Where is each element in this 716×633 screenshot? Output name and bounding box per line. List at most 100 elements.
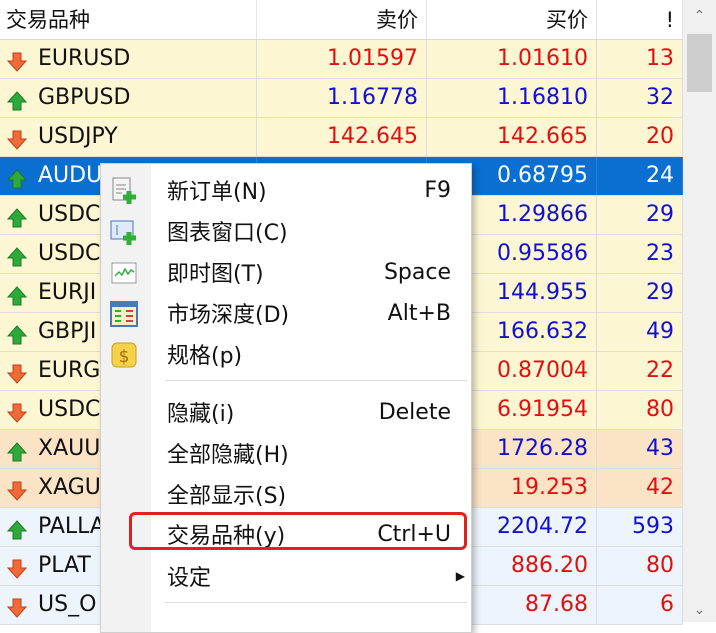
menu-item-label: 图表窗口(C) xyxy=(167,221,288,246)
ask-value: 1.29866 xyxy=(427,196,597,234)
menu-item-shortcut: Alt+B xyxy=(387,300,451,326)
symbol-name: EURG xyxy=(38,358,101,383)
ask-value: 0.68795 xyxy=(427,157,597,195)
table-row[interactable]: EURUSD 1.01597 1.01610 13 xyxy=(0,40,683,79)
menu-item[interactable]: 图表窗口(C) xyxy=(101,212,471,250)
spread-value: 43 xyxy=(597,430,683,468)
symbol-name: EURUSD xyxy=(38,46,131,71)
scroll-up-icon[interactable]: ⌃ xyxy=(693,8,706,24)
menu-item[interactable]: $ 规格(p) xyxy=(101,335,471,373)
menu-item[interactable]: 新订单(N) F9 xyxy=(101,171,471,209)
menu-item[interactable]: 即时图(T) Space xyxy=(101,253,471,291)
symbol-name: USDC xyxy=(38,202,101,227)
spread-value: 20 xyxy=(597,118,683,156)
ask-value: 1.16810 xyxy=(427,79,597,117)
menu-separator xyxy=(165,380,467,381)
up-arrow-icon xyxy=(6,321,28,345)
down-arrow-icon xyxy=(6,126,28,150)
ask-value: 144.955 xyxy=(427,274,597,312)
symbol-name: AUDU xyxy=(38,163,103,188)
ask-value: 2204.72 xyxy=(427,508,597,546)
spread-value: 13 xyxy=(597,40,683,78)
up-arrow-icon xyxy=(6,87,28,111)
up-arrow-icon xyxy=(6,516,28,540)
spread-value: 24 xyxy=(597,157,683,195)
scroll-thumb[interactable] xyxy=(687,34,712,92)
down-arrow-icon xyxy=(6,360,28,384)
spread-value: 29 xyxy=(597,196,683,234)
menu-item[interactable]: 全部显示(S) xyxy=(101,475,471,513)
vertical-scrollbar[interactable]: ⌃ ⌄ xyxy=(683,0,716,622)
specification-icon: $ xyxy=(109,340,139,370)
down-arrow-icon xyxy=(6,477,28,501)
symbol-name: USDC xyxy=(38,397,101,422)
bid-value: 1.16778 xyxy=(257,79,427,117)
menu-item[interactable]: 隐藏(i) Delete xyxy=(101,393,471,431)
ask-value: 142.665 xyxy=(427,118,597,156)
ask-value: 19.253 xyxy=(427,469,597,507)
up-arrow-icon xyxy=(6,243,28,267)
menu-item[interactable]: 市场深度(D) Alt+B xyxy=(101,294,471,332)
spread-value: 29 xyxy=(597,274,683,312)
up-arrow-icon xyxy=(6,438,28,462)
submenu-arrow-icon: ▶ xyxy=(455,569,465,583)
bid-value: 142.645 xyxy=(257,118,427,156)
ask-value: 166.632 xyxy=(427,313,597,351)
spread-value: 80 xyxy=(597,547,683,585)
ask-value: 1726.28 xyxy=(427,430,597,468)
new-order-icon xyxy=(109,176,139,206)
market-depth-icon xyxy=(109,299,139,329)
spread-value: 42 xyxy=(597,469,683,507)
bid-value: 1.01597 xyxy=(257,40,427,78)
symbol-name: PALLA xyxy=(38,514,105,539)
ask-value: 1.01610 xyxy=(427,40,597,78)
col-spread[interactable]: ! xyxy=(597,0,683,39)
menu-item-label: 全部隐藏(H) xyxy=(167,443,289,468)
ask-value: 6.91954 xyxy=(427,391,597,429)
menu-item-shortcut: Space xyxy=(383,259,451,285)
spread-value: 593 xyxy=(597,508,683,546)
symbol-name: EURJI xyxy=(38,280,97,305)
menu-item-shortcut: Delete xyxy=(378,399,451,425)
table-row[interactable]: USDJPY 142.645 142.665 20 xyxy=(0,118,683,157)
menu-item-label: 全部显示(S) xyxy=(167,484,287,509)
down-arrow-icon xyxy=(6,555,28,579)
up-arrow-icon xyxy=(6,165,28,189)
ask-value: 87.68 xyxy=(427,586,597,624)
col-symbol[interactable]: 交易品种 xyxy=(0,0,257,39)
up-arrow-icon xyxy=(6,282,28,306)
menu-item-label: 市场深度(D) xyxy=(167,303,290,328)
spread-value: 6 xyxy=(597,586,683,624)
menu-item-label: 隐藏(i) xyxy=(167,402,235,427)
symbol-name: GBPJI xyxy=(38,319,97,344)
col-bid[interactable]: 卖价 xyxy=(257,0,427,39)
spread-value: 32 xyxy=(597,79,683,117)
symbol-name: USDC xyxy=(38,241,101,266)
context-menu: 新订单(N) F9 图表窗口(C) 即时图(T) Space 市场深度(D) Alt+B $ 规… xyxy=(100,163,472,633)
menu-item-label: 设定 xyxy=(167,566,212,591)
table-header: 交易品种 卖价 买价 ! xyxy=(0,0,683,40)
symbol-name: PLAT xyxy=(38,553,91,578)
spread-value: 22 xyxy=(597,352,683,390)
menu-item[interactable]: 全部隐藏(H) xyxy=(101,434,471,472)
menu-item-label: 交易品种(y) xyxy=(167,524,286,549)
spread-value: 49 xyxy=(597,313,683,351)
col-ask[interactable]: 买价 xyxy=(427,0,597,39)
down-arrow-icon xyxy=(6,594,28,618)
spread-value: 80 xyxy=(597,391,683,429)
ask-value: 886.20 xyxy=(427,547,597,585)
menu-item-shortcut: F9 xyxy=(424,177,451,203)
menu-item-label: 规格(p) xyxy=(167,344,243,369)
symbol-name: US_O xyxy=(38,592,97,617)
symbol-name: USDJPY xyxy=(38,124,118,149)
menu-item-label: 新订单(N) xyxy=(167,180,267,205)
table-row[interactable]: GBPUSD 1.16778 1.16810 32 xyxy=(0,79,683,118)
menu-item-label: 即时图(T) xyxy=(167,262,264,287)
spread-value: 23 xyxy=(597,235,683,273)
menu-item[interactable]: 交易品种(y) Ctrl+U xyxy=(101,515,471,553)
menu-item[interactable]: 设定 ▶ xyxy=(101,557,471,595)
tick-chart-icon xyxy=(109,258,139,288)
menu-separator xyxy=(165,602,467,603)
highlight-box xyxy=(129,512,467,550)
scroll-down-icon[interactable]: ⌄ xyxy=(693,602,706,618)
